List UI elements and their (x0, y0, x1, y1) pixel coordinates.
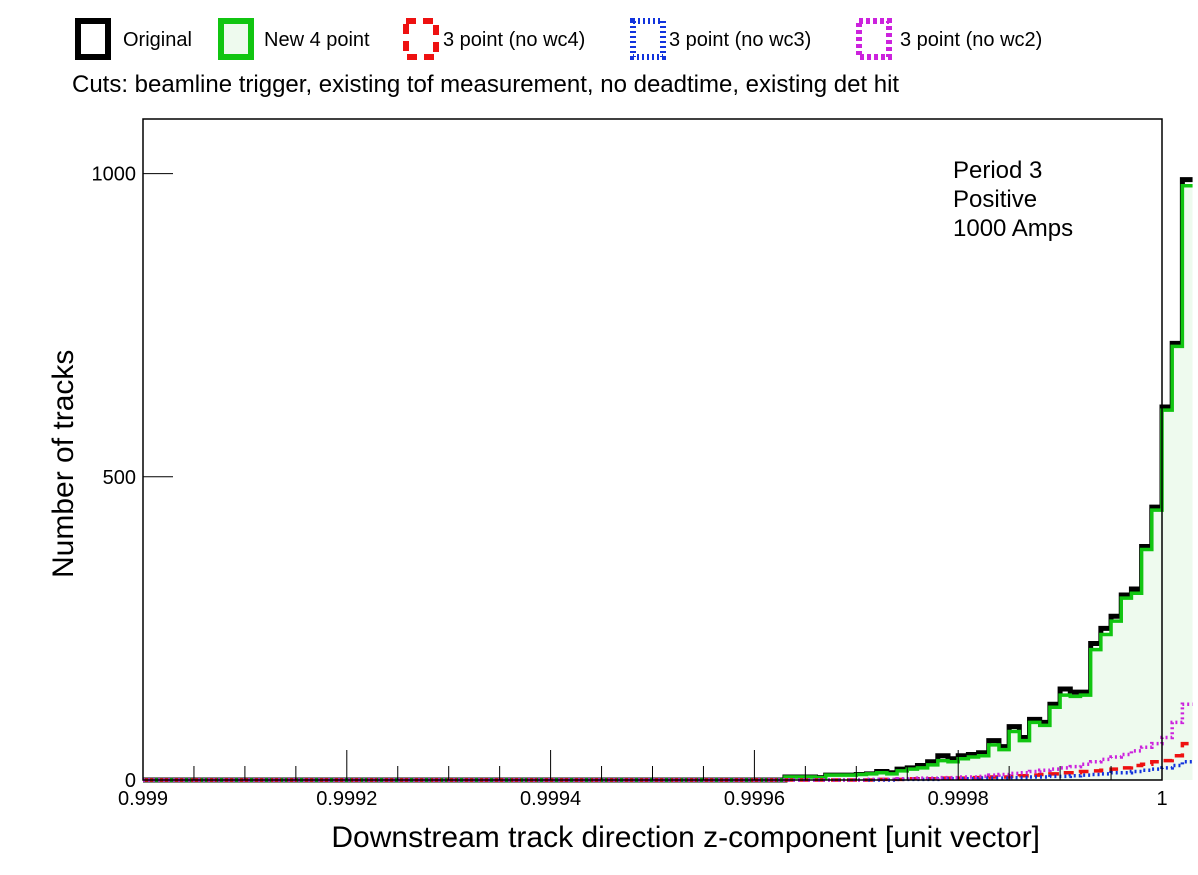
legend-entry-new-4-point: New 4 point (218, 18, 370, 60)
legend-label-no-wc2: 3 point (no wc2) (900, 29, 1042, 51)
legend-swatch-no-wc3 (630, 18, 666, 60)
x-tick-label: 0.9998 (928, 788, 989, 810)
x-tick-label: 0.9994 (520, 788, 581, 810)
annotation-polarity: Positive (953, 186, 1037, 213)
series-line-3-point-no-wc4 (143, 741, 1193, 782)
y-axis-label: Number of tracks (47, 350, 80, 578)
legend-entry-no-wc2: 3 point (no wc2) (856, 18, 1042, 60)
x-tick-label: 1 (1156, 788, 1167, 810)
legend-swatch-original (75, 18, 111, 60)
series-layer (143, 177, 1193, 783)
legend: Original New 4 point 3 point (no wc4) 3 … (75, 18, 1042, 60)
legend-label-no-wc4: 3 point (no wc4) (443, 29, 585, 51)
annotation-current: 1000 Amps (953, 215, 1073, 242)
legend-swatch-no-wc2 (856, 18, 892, 60)
x-axis: 0.999 0.9992 0.9994 0.9996 0.9998 1 (118, 750, 1168, 810)
legend-label-no-wc3: 3 point (no wc3) (669, 29, 811, 51)
y-tick-label: 500 (103, 467, 136, 489)
chart-subtitle: Cuts: beamline trigger, existing tof mea… (72, 71, 899, 98)
legend-label-original: Original (123, 29, 192, 51)
legend-entry-no-wc4: 3 point (no wc4) (403, 18, 585, 60)
y-tick-label: 0 (125, 770, 136, 792)
series-line-new-4-point (143, 183, 1193, 782)
legend-swatch-no-wc4 (403, 18, 439, 60)
legend-swatch-new-4-point (218, 18, 254, 60)
x-tick-label: 0.9992 (316, 788, 377, 810)
x-axis-label: Downstream track direction z-component [… (331, 821, 1040, 854)
legend-entry-original: Original (75, 18, 192, 60)
y-tick-label: 1000 (92, 164, 137, 186)
y-axis: 0 500 1000 (92, 164, 173, 792)
annotation-period: Period 3 (953, 157, 1042, 184)
legend-entry-no-wc3: 3 point (no wc3) (630, 18, 811, 60)
legend-label-new-4-point: New 4 point (264, 29, 370, 51)
series-fill-new-4-point (143, 185, 1193, 780)
series-line-original (143, 177, 1193, 783)
annotation: Period 3 Positive 1000 Amps (953, 157, 1073, 242)
x-tick-label: 0.999 (118, 788, 168, 810)
x-tick-label: 0.9996 (724, 788, 785, 810)
